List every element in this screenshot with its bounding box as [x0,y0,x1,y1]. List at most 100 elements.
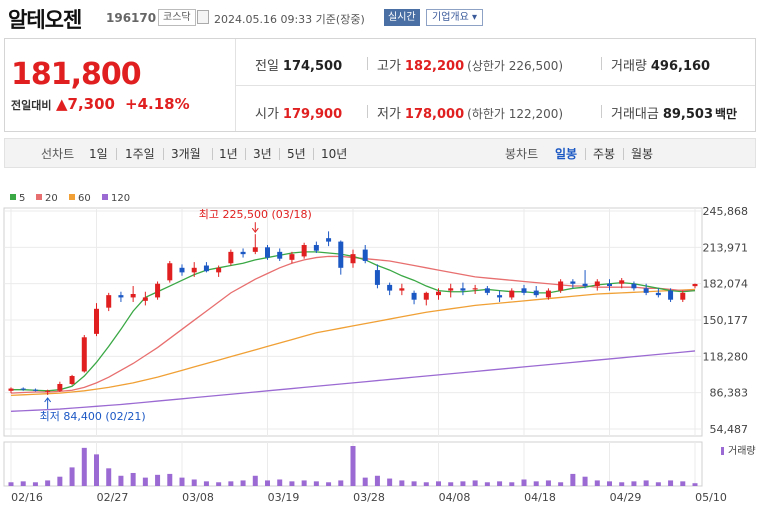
volume-bar [167,473,173,486]
candle-weekly[interactable]: 주봉 [593,147,616,161]
stock-chart[interactable]: 245,868 213,971 182,074 150,177 118,280 86,38… [0,186,760,512]
period-1w[interactable]: 1주일 [125,147,155,161]
x-tick-label: 03/08 [182,491,214,504]
separator [279,148,280,160]
volume-bar [692,483,698,486]
volume-bar [582,476,588,486]
candle-body [265,247,270,258]
candle [277,248,283,261]
legend-label: 5 [19,193,25,204]
candle-body [20,388,26,390]
candle [643,283,649,296]
candle-body [191,267,197,273]
candle [32,388,38,392]
y-tick-label: 54,487 [710,423,749,436]
candle [631,281,637,291]
volume-bar [203,481,209,486]
period-1y[interactable]: 1년 [219,147,238,161]
candle-body [533,290,539,296]
candle-body [594,281,600,287]
period-10y[interactable]: 10년 [321,147,348,161]
volume-bar [362,477,368,486]
candle-body [313,245,319,251]
volume-bar [497,481,503,486]
candle-body [289,254,295,260]
candle-body [81,337,87,372]
candle-body [411,292,417,300]
period-3y[interactable]: 3년 [253,147,272,161]
field-value: 179,900 [282,107,343,122]
volume-bar [130,472,136,486]
volume-bar [338,480,344,486]
x-tick-label: 02/16 [11,491,43,504]
y-tick-label: 150,177 [703,314,749,327]
field-value: 496,160 [650,59,711,74]
legend-label: 60 [78,193,91,204]
line-chart-label[interactable]: 선차트 [41,147,75,161]
low-arrow-head [44,397,52,403]
volume-bar [411,481,417,486]
candle [20,387,26,391]
candle [692,283,698,289]
volume-bar [521,479,527,486]
change-label: 전일대비 [11,99,52,112]
candle [326,231,332,247]
candle-body [423,292,429,300]
y-tick-label: 86,383 [710,387,749,400]
candle-daily[interactable]: 일봉 [555,147,578,161]
candle-body [94,308,99,334]
candle [301,242,307,259]
candle-body [692,283,698,287]
legend-swatch [36,194,42,200]
volume-bar [142,477,148,486]
candle-monthly[interactable]: 월봉 [631,147,654,161]
volume-bar [607,481,612,486]
company-overview-dropdown[interactable]: 기업개요 ▾ [426,9,483,26]
candle-body [277,251,283,259]
candle-body [631,283,637,289]
separator [163,148,164,160]
candle-body [362,249,368,261]
candle-body [252,247,258,252]
candle-body [228,251,234,264]
x-tick-label: 03/19 [268,491,300,504]
field-unit: 백만 [715,107,738,121]
volume-bar [423,482,429,486]
x-tick-label: 04/18 [524,491,556,504]
candle-body [130,294,136,298]
candle [497,290,503,302]
candle-body [179,267,185,273]
field-value: 174,500 [282,59,343,74]
candle-chart-label[interactable]: 봉차트 [505,147,539,161]
lower-limit: (하한가 122,200) [467,107,564,121]
legend-swatch [69,194,75,200]
candle-body [399,288,405,291]
ma120-line [10,350,696,412]
candle [57,381,63,392]
volume-bar [668,480,674,486]
field-label: 전일 [255,59,279,74]
candle [167,260,173,283]
period-1d[interactable]: 1일 [89,147,108,161]
volume-bar [374,475,380,486]
legend-label: 120 [111,193,130,204]
volume-bar [57,476,63,486]
candle-body [472,288,478,290]
volume-bar [533,481,539,486]
candle [436,288,441,300]
candle-body [619,280,625,284]
x-tick-label: 04/08 [439,491,471,504]
candle [8,387,14,394]
realtime-button[interactable]: 실시간 [384,9,420,26]
y-tick-label: 182,074 [703,278,749,291]
candle [680,290,686,302]
candle [179,264,185,276]
period-3m[interactable]: 3개월 [171,147,201,161]
field-label: 고가 [377,59,401,74]
candle-body [69,376,75,384]
period-5y[interactable]: 5년 [287,147,306,161]
candle [81,335,87,373]
field-value: 182,200 [404,59,465,74]
divider [235,85,755,86]
volume-bar [448,482,454,486]
